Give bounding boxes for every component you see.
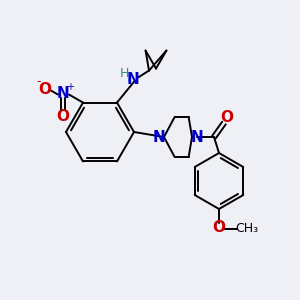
Text: O: O (212, 220, 226, 236)
Text: N: N (57, 86, 69, 101)
Text: H: H (119, 67, 129, 80)
Text: N: N (190, 130, 203, 145)
Text: -: - (37, 75, 41, 88)
Text: O: O (38, 82, 52, 97)
Text: N: N (127, 72, 140, 87)
Text: CH₃: CH₃ (236, 223, 259, 236)
Text: O: O (56, 109, 70, 124)
Text: O: O (220, 110, 233, 125)
Text: +: + (66, 82, 74, 92)
Text: N: N (153, 130, 165, 145)
